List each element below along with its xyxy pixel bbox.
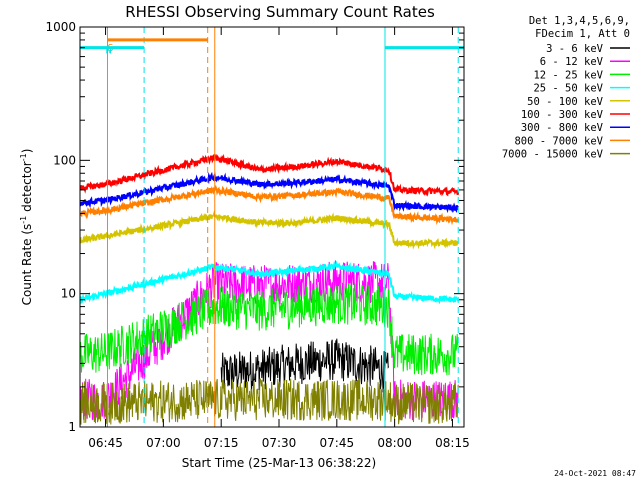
y-tick-label-1: 1 xyxy=(68,420,76,434)
x-axis: 06:45 07:00 07:15 07:30 07:45 08:00 08:15 xyxy=(88,27,470,450)
y-axis-label-sup2: -1 xyxy=(19,153,28,161)
series-line-4 xyxy=(80,260,460,305)
footer-timestamp: 24-Oct-2021 08:47 xyxy=(554,469,636,478)
x-tick-label-7: 08:15 xyxy=(435,436,470,450)
series-line-5 xyxy=(80,210,460,250)
series-line-6 xyxy=(80,153,460,197)
legend-label-5: 50 - 100 keV xyxy=(527,96,604,108)
x-tick-label-3: 07:15 xyxy=(204,436,239,450)
legend-label-4: 25 - 50 keV xyxy=(533,83,603,95)
legend: Det 1,3,4,5,6,9, FDecim 1, Att 0 3 - 6 k… xyxy=(502,15,630,161)
legend-label-9: 7000 - 15000 keV xyxy=(502,149,604,161)
x-tick-label-5: 07:45 xyxy=(320,436,355,450)
x-tick-label-2: 07:00 xyxy=(146,436,181,450)
y-tick-label-4: 1000 xyxy=(45,20,76,34)
legend-label-6: 100 - 300 keV xyxy=(521,109,604,121)
x-axis-label: Start Time (25-Mar-13 06:38:22) xyxy=(182,456,376,470)
chart-title: RHESSI Observing Summary Count Rates xyxy=(125,3,435,21)
flag-label-2: N xyxy=(106,46,112,57)
series-line-1 xyxy=(220,338,390,393)
y-axis: 1 10 100 1000 xyxy=(45,20,464,434)
y-tick-label-2: 10 xyxy=(61,287,76,301)
x-tick-label-6: 08:00 xyxy=(377,436,412,450)
flag-layer: SN xyxy=(80,38,464,57)
legend-header-line-2: FDecim 1, Att 0 xyxy=(535,28,630,40)
series-line-2 xyxy=(80,260,459,422)
legend-label-8: 800 - 7000 keV xyxy=(514,135,603,147)
series-line-3 xyxy=(80,282,459,376)
y-axis-label: Count Rate (s-1 detector-1) xyxy=(19,149,34,306)
series-layer xyxy=(80,153,460,425)
y-axis-label-main: Count Rate (s xyxy=(20,224,34,306)
vline-layer xyxy=(106,27,459,427)
x-tick-label-4: 07:30 xyxy=(262,436,297,450)
legend-label-3: 12 - 25 keV xyxy=(533,69,603,81)
legend-header-line-1: Det 1,3,4,5,6,9, xyxy=(529,15,630,27)
y-axis-label-sup1: -1 xyxy=(19,216,28,224)
y-axis-label-mid: detector xyxy=(20,161,34,216)
series-line-8 xyxy=(80,185,460,226)
legend-label-7: 300 - 800 keV xyxy=(521,122,604,134)
legend-label-1: 3 - 6 keV xyxy=(546,43,604,55)
y-tick-label-3: 100 xyxy=(53,153,76,167)
series-line-9 xyxy=(80,378,459,425)
x-tick-label-1: 06:45 xyxy=(88,436,123,450)
legend-label-2: 6 - 12 keV xyxy=(540,56,604,68)
y-axis-label-end: ) xyxy=(20,149,34,154)
plot-frame xyxy=(79,26,465,428)
series-line-7 xyxy=(80,171,459,214)
